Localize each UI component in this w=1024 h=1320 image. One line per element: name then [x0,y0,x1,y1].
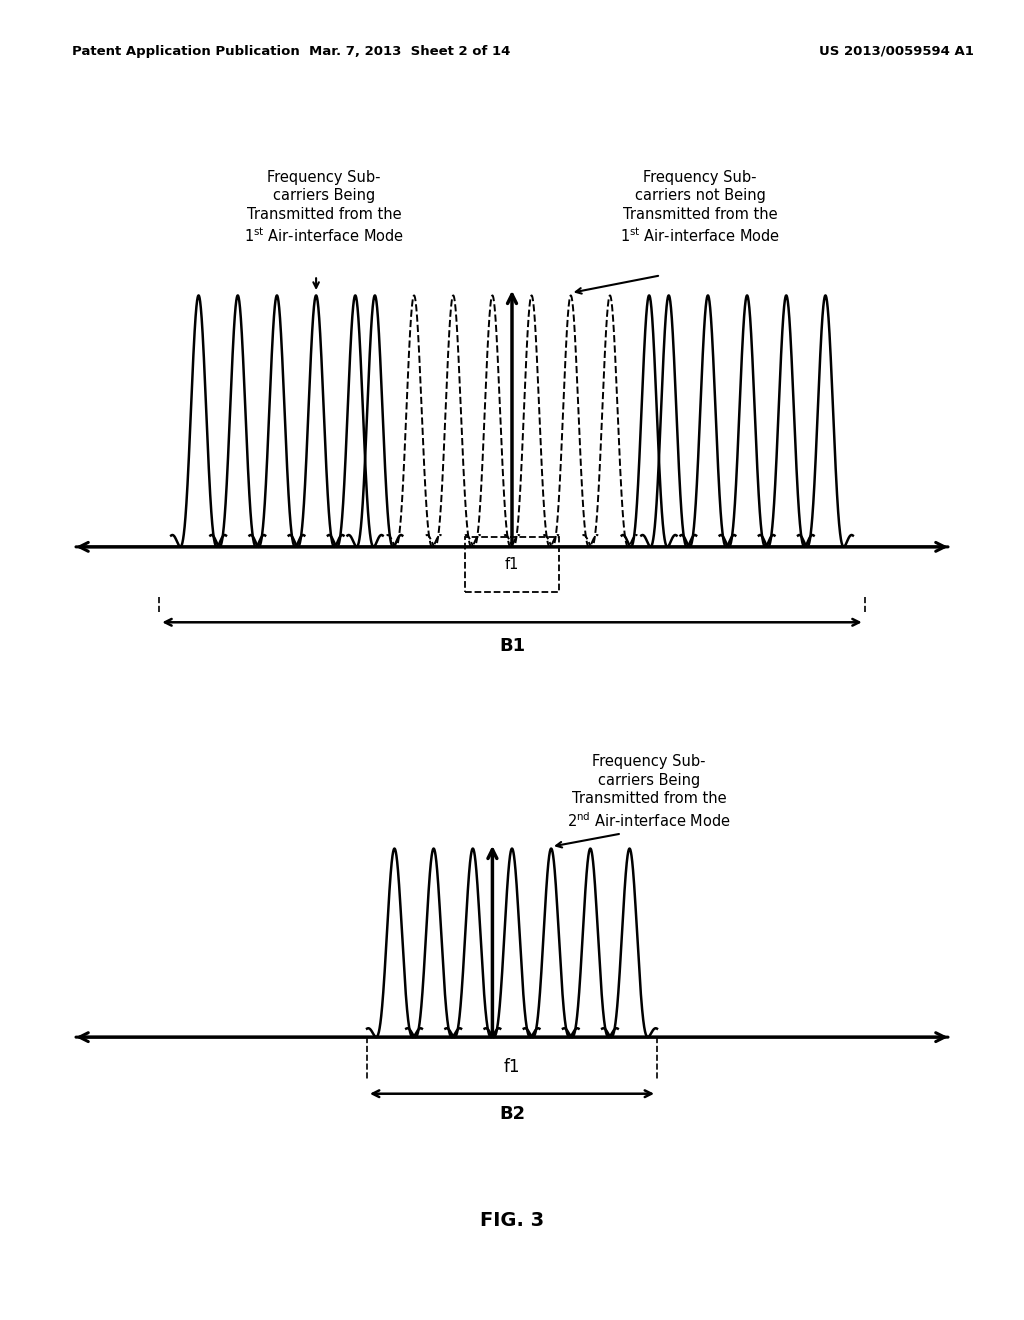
Bar [465,537,559,593]
Text: B2: B2 [499,1105,525,1123]
Text: US 2013/0059594 A1: US 2013/0059594 A1 [819,45,974,58]
Text: Frequency Sub-
carriers Being
Transmitted from the
1$^\mathrm{st}$ Air-interface: Frequency Sub- carriers Being Transmitte… [244,170,404,246]
Text: f1: f1 [504,1059,520,1076]
Text: FIG. 3: FIG. 3 [480,1212,544,1230]
Text: B1: B1 [499,638,525,655]
Text: f1: f1 [505,557,519,572]
Text: Frequency Sub-
carriers not Being
Transmitted from the
1$^\mathrm{st}$ Air-inter: Frequency Sub- carriers not Being Transm… [620,170,780,246]
Text: Mar. 7, 2013  Sheet 2 of 14: Mar. 7, 2013 Sheet 2 of 14 [309,45,510,58]
Text: Patent Application Publication: Patent Application Publication [72,45,299,58]
Text: Frequency Sub-
carriers Being
Transmitted from the
2$^\mathrm{nd}$ Air-interface: Frequency Sub- carriers Being Transmitte… [567,754,731,830]
